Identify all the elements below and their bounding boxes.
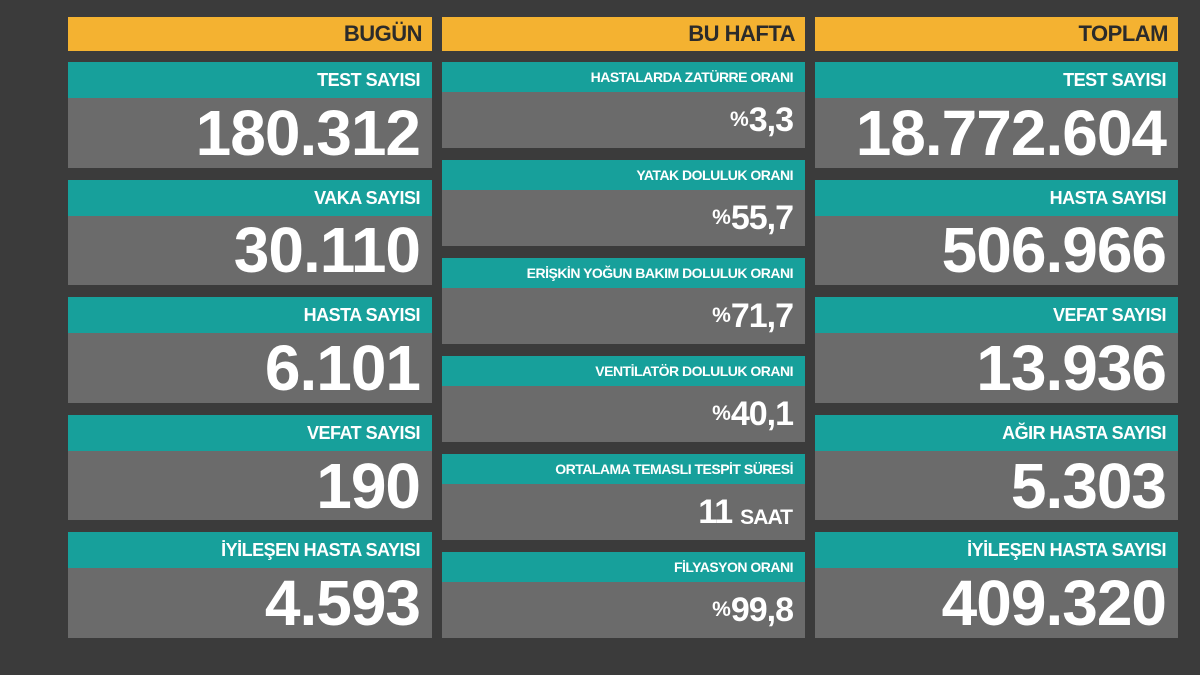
card-label: VENTİLATÖR DOLULUK ORANI — [442, 356, 805, 386]
card-label: HASTALARDA ZATÜRRE ORANI — [442, 62, 805, 92]
card-value: 55,7 — [730, 198, 794, 237]
card-value-box: 30.110 — [68, 214, 432, 287]
card-value-box: 13.936 — [815, 331, 1178, 404]
card-label: İYİLEŞEN HASTA SAYISI — [68, 532, 432, 569]
card-value: 11 — [698, 492, 733, 531]
card-label: HASTA SAYISI — [815, 179, 1178, 216]
value-unit: % — [712, 304, 731, 327]
column-header: BUGÜN — [68, 17, 432, 51]
card-label: FİLYASYON ORANI — [442, 552, 805, 582]
card-label: VAKA SAYISI — [68, 179, 432, 216]
value-unit: % — [712, 598, 731, 621]
column-header: BU HAFTA — [442, 17, 805, 51]
card-value-box: % 3,3 — [442, 92, 805, 148]
card-value: 5.303 — [1010, 449, 1167, 522]
value-unit: SAAT — [740, 506, 793, 529]
column-header: TOPLAM — [815, 17, 1178, 51]
card-value: 13.936 — [976, 331, 1167, 404]
card-value-box: 6.101 — [68, 331, 432, 404]
value-unit: % — [712, 402, 731, 425]
card-value-box: 506.966 — [815, 214, 1178, 287]
card-label: ORTALAMA TEMASLI TESPİT SÜRESİ — [442, 454, 805, 484]
card-value-box: 11 SAAT — [442, 484, 805, 540]
card-label: ERİŞKİN YOĞUN BAKIM DOLULUK ORANI — [442, 258, 805, 288]
card-value-box: 180.312 — [68, 96, 432, 169]
card-value-box: 190 — [68, 449, 432, 522]
card-label: TEST SAYISI — [68, 62, 432, 98]
card-value: 409.320 — [941, 567, 1167, 640]
value-unit: % — [729, 108, 749, 131]
card-value: 71,7 — [730, 296, 794, 335]
card-value-box: 5.303 — [815, 449, 1178, 522]
card-value: 40,1 — [730, 394, 794, 433]
card-value: 6.101 — [264, 331, 421, 404]
card-value: 506.966 — [941, 214, 1167, 287]
card-value: 3,3 — [748, 100, 794, 139]
card-value-box: % 99,8 — [442, 582, 805, 638]
card-value-box: % 40,1 — [442, 386, 805, 442]
card-value: 30.110 — [233, 214, 421, 287]
card-value-box: 18.772.604 — [815, 96, 1178, 169]
value-unit: % — [712, 206, 731, 229]
card-value-box: 409.320 — [815, 567, 1178, 640]
card-value-box: % 55,7 — [442, 190, 805, 246]
card-value-box: 4.593 — [68, 567, 432, 640]
card-label: İYİLEŞEN HASTA SAYISI — [815, 532, 1178, 569]
card-label: TEST SAYISI — [815, 62, 1178, 98]
card-label: VEFAT SAYISI — [68, 414, 432, 451]
card-label: YATAK DOLULUK ORANI — [442, 160, 805, 190]
card-label: VEFAT SAYISI — [815, 297, 1178, 334]
card-value: 18.772.604 — [855, 96, 1167, 169]
card-value-box: % 71,7 — [442, 288, 805, 344]
card-label: HASTA SAYISI — [68, 297, 432, 334]
card-value: 190 — [316, 449, 421, 522]
card-value: 99,8 — [730, 590, 794, 629]
card-value: 180.312 — [195, 96, 421, 169]
card-value: 4.593 — [264, 567, 421, 640]
card-label: AĞIR HASTA SAYISI — [815, 414, 1178, 451]
